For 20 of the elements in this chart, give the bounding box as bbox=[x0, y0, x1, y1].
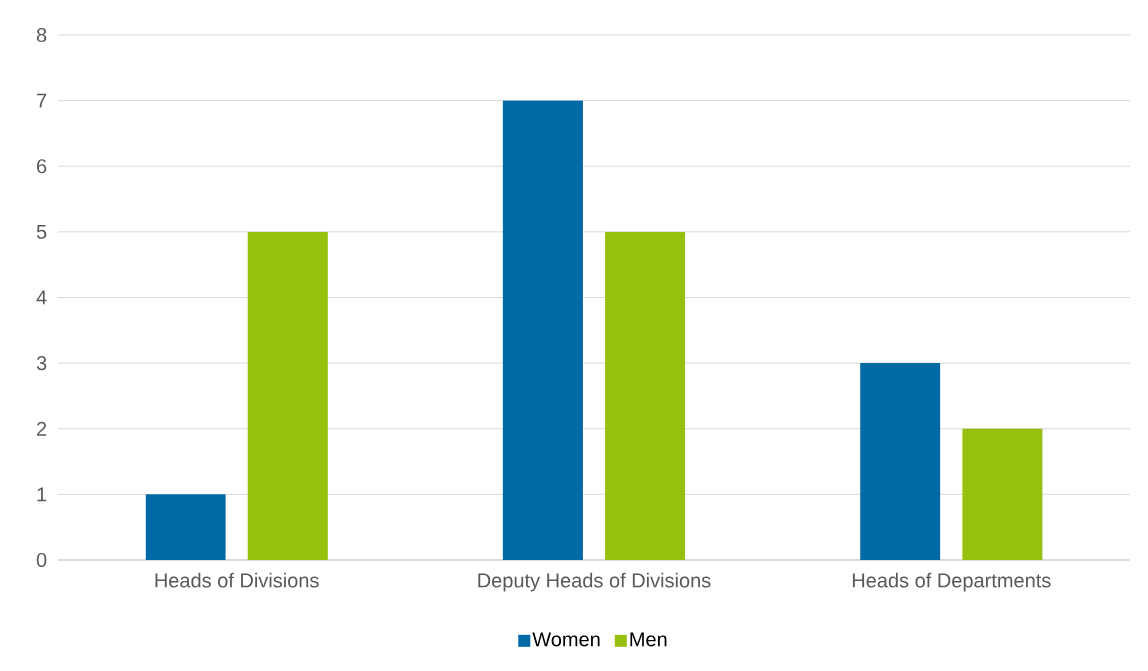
legend-label: Men bbox=[630, 632, 667, 647]
y-tick-label: 1 bbox=[37, 487, 47, 502]
y-tick-label: 7 bbox=[37, 93, 47, 108]
x-tick-label: Heads of Departments bbox=[852, 572, 1051, 592]
bar bbox=[860, 363, 941, 560]
x-tick-label: Heads of Divisions bbox=[155, 572, 319, 588]
bar bbox=[605, 231, 686, 560]
y-tick-label: 8 bbox=[36, 27, 47, 43]
bar bbox=[502, 100, 583, 560]
y-tick-label: 5 bbox=[36, 224, 47, 239]
legend-label: Women bbox=[532, 632, 600, 647]
bar bbox=[247, 231, 328, 560]
bar bbox=[145, 494, 226, 560]
x-tick-label: Deputy Heads of Divisions bbox=[478, 572, 711, 592]
bar bbox=[962, 428, 1043, 560]
y-tick-label: 4 bbox=[36, 290, 47, 305]
y-tick-label: 2 bbox=[37, 421, 47, 436]
y-tick-label: 6 bbox=[37, 159, 47, 174]
y-tick-label: 3 bbox=[36, 356, 47, 371]
y-tick-label: 0 bbox=[36, 552, 47, 568]
